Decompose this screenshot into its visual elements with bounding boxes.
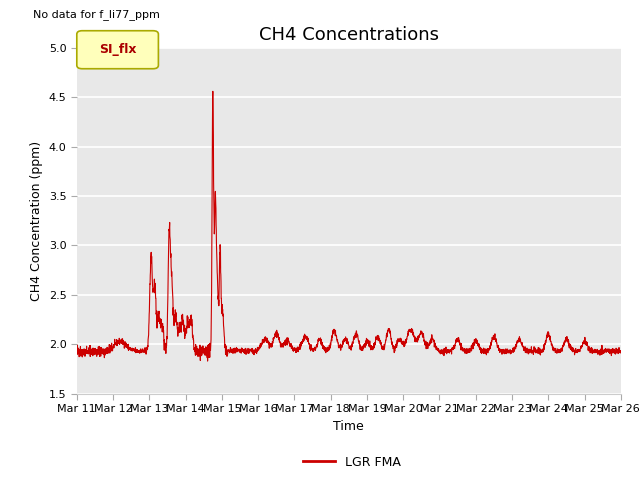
Y-axis label: CH4 Concentration (ppm): CH4 Concentration (ppm)	[30, 141, 43, 301]
LGR FMA	[135, 348, 143, 354]
LGR FMA	[617, 348, 625, 354]
LGR FMA	[305, 341, 313, 347]
Line: LGR FMA: LGR FMA	[77, 91, 621, 361]
Text: SI_flx: SI_flx	[99, 43, 136, 56]
LGR FMA	[282, 340, 290, 346]
LGR FMA	[548, 341, 556, 347]
Title: CH4 Concentrations: CH4 Concentrations	[259, 25, 439, 44]
Legend: LGR FMA: LGR FMA	[298, 451, 406, 474]
X-axis label: Time: Time	[333, 420, 364, 432]
LGR FMA	[607, 348, 614, 353]
LGR FMA	[73, 351, 81, 357]
LGR FMA	[209, 88, 217, 94]
LGR FMA	[204, 358, 211, 364]
LGR FMA	[167, 264, 175, 270]
Text: No data for f_li77_ppm: No data for f_li77_ppm	[33, 10, 160, 20]
FancyBboxPatch shape	[77, 31, 158, 69]
